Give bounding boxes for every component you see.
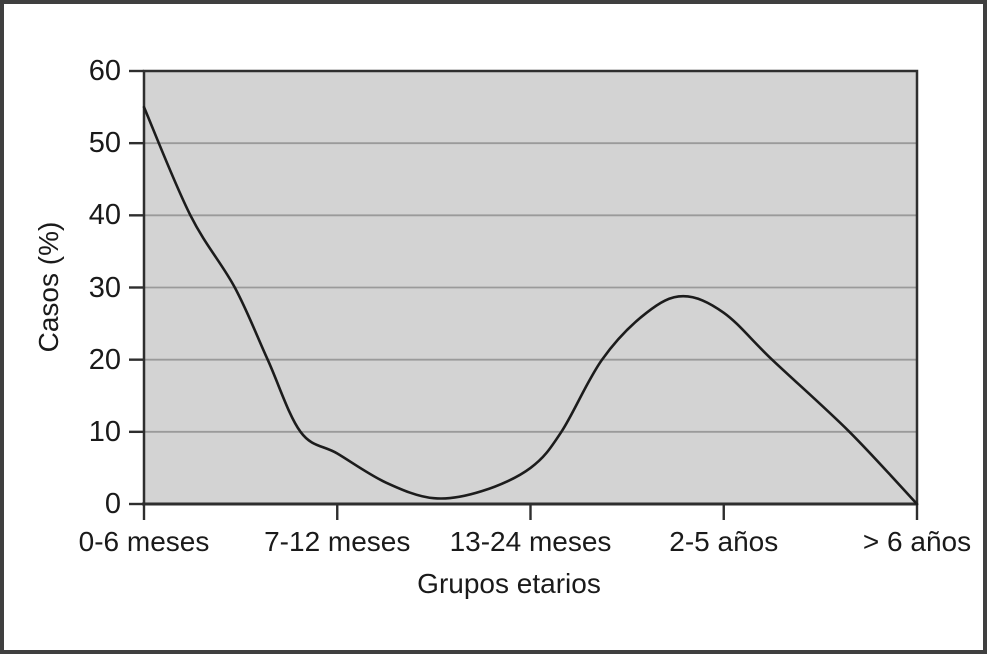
- x-category-label: 13-24 meses: [449, 526, 612, 557]
- x-category-label: 0-6 meses: [78, 526, 210, 557]
- y-tick-label: 60: [88, 55, 121, 87]
- y-tick-label: 0: [104, 488, 121, 520]
- y-tick-label: 40: [88, 199, 121, 232]
- y-tick-label: 50: [88, 127, 121, 160]
- x-category-label: 7-12 meses: [264, 526, 411, 557]
- y-tick-label: 30: [88, 271, 121, 304]
- data-series-line: [142, 105, 919, 506]
- x-category-label: 2-5 años: [669, 526, 779, 557]
- y-tick-label: 10: [88, 415, 121, 448]
- x-category-label: > 6 años: [862, 526, 972, 557]
- line-chart-plot-area: [129, 69, 919, 520]
- y-tick-label: 20: [88, 343, 121, 376]
- x-axis-title: Grupos etarios: [417, 568, 601, 599]
